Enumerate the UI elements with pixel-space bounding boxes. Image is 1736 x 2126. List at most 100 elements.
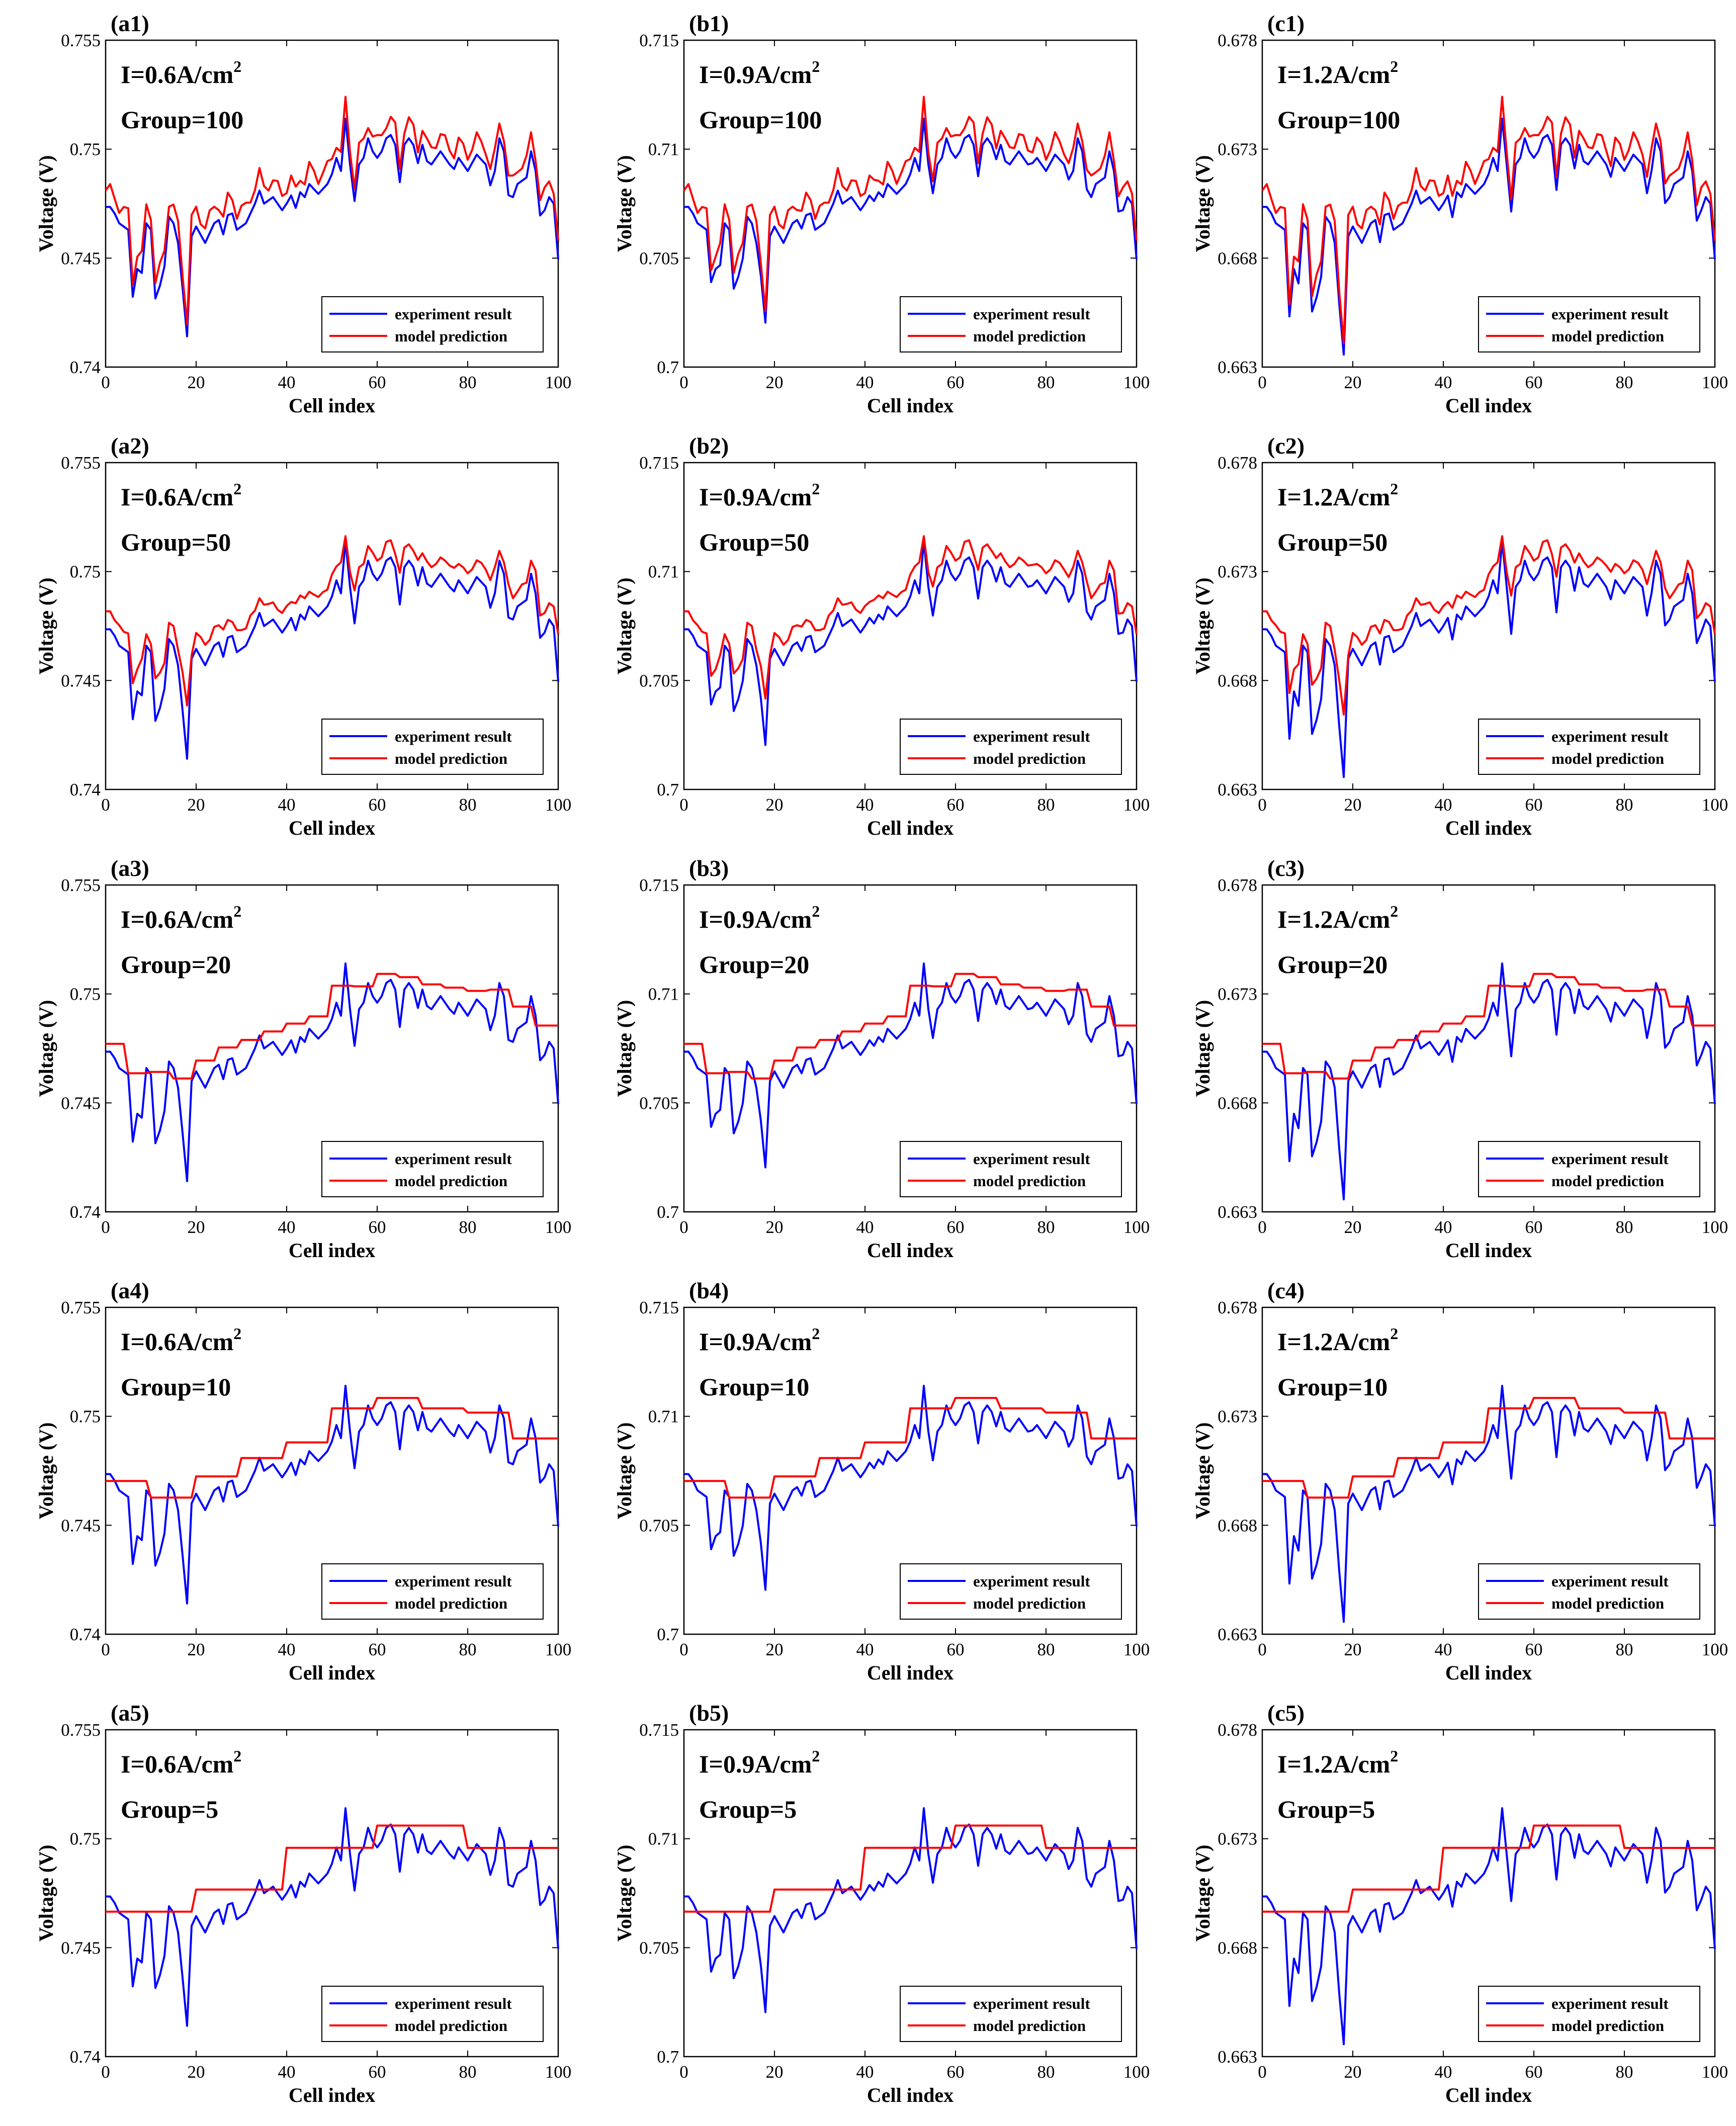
y-tick-label: 0.75 [70,140,101,159]
experiment-line [106,962,559,1182]
current-density-superscript: 2 [812,1747,820,1765]
legend-box [1478,1141,1700,1197]
chart-panel: (b4) 0.7 0.705 0.71 0.715 0 20 40 60 80 100 Cell in… [588,1267,1167,1690]
panel-label: (b3) [689,855,729,881]
y-tick-label: 0.745 [61,1938,101,1958]
legend-prediction-label: model prediction [973,327,1086,345]
chart-svg: (c1) 0.663 0.668 0.673 0.678 0 20 40 60 80 100 Cell… [1191,11,1728,417]
chart-panel: (b5) 0.7 0.705 0.71 0.715 0 20 40 60 80 100 Cell in… [588,1690,1167,2112]
y-tick-label: 0.745 [61,1516,101,1535]
panel-label: (a2) [111,433,149,459]
y-tick-label: 0.755 [61,31,101,50]
legend-prediction-label: model prediction [973,1172,1086,1190]
y-tick-label: 0.715 [639,31,679,50]
x-tick-label: 40 [278,373,296,392]
x-tick-label: 0 [679,1217,688,1237]
y-tick-label: 0.663 [1218,1625,1257,1644]
legend-box [1478,719,1700,775]
y-axis-title: Voltage (V) [35,155,57,252]
experiment-line [1262,540,1716,778]
x-tick-label: 40 [856,1217,874,1237]
x-tick-label: 0 [679,2062,688,2082]
group-annotation: Group=50 [1277,528,1387,556]
x-axis-title: Cell index [1445,2084,1532,2106]
x-tick-label: 20 [766,1217,784,1237]
y-tick-label: 0.7 [657,1202,679,1222]
x-axis-title: Cell index [867,1661,953,1684]
current-density-text: I=1.2A/cm [1277,905,1390,933]
experiment-line [106,1385,559,1605]
current-density-annotation: I=0.6A/cm2 [121,1324,241,1356]
chart-panel: (a3) 0.74 0.745 0.75 0.755 0 20 40 60 80 100 Cell i… [10,845,588,1267]
y-tick-label: 0.7 [657,358,679,377]
prediction-line [106,1397,558,1499]
y-tick-label: 0.75 [70,985,101,1004]
y-tick-label: 0.71 [648,562,679,582]
x-axis-title: Cell index [867,394,953,417]
y-tick-label: 0.74 [70,358,101,377]
legend-experiment-label: experiment result [973,728,1090,745]
current-density-annotation: I=0.6A/cm2 [121,1747,241,1778]
x-tick-label: 80 [459,2062,477,2082]
x-tick-label: 60 [369,373,386,392]
current-density-annotation: I=0.9A/cm2 [699,57,820,88]
chart-svg: (a3) 0.74 0.745 0.75 0.755 0 20 40 60 80 100 Cell i… [35,855,571,1262]
y-tick-label: 0.745 [61,671,101,690]
x-axis-title: Cell index [1445,1661,1532,1684]
current-density-superscript: 2 [233,1324,241,1343]
x-tick-label: 80 [459,1640,477,1659]
legend-experiment-label: experiment result [395,1572,512,1590]
y-tick-label: 0.673 [1218,1829,1257,1849]
legend-experiment-label: experiment result [395,1150,512,1168]
y-axis-title: Voltage (V) [613,1000,636,1097]
y-tick-label: 0.755 [61,875,101,895]
current-density-superscript: 2 [1390,57,1398,75]
legend-box [900,296,1122,352]
current-density-annotation: I=0.9A/cm2 [699,1324,820,1356]
prediction-line [106,1824,558,1913]
prediction-line [683,96,1138,312]
x-tick-label: 40 [278,1217,296,1237]
x-tick-label: 60 [947,373,965,392]
legend-prediction-label: model prediction [395,1594,507,1612]
legend-prediction-label: model prediction [1551,2017,1664,2034]
x-tick-label: 60 [947,1217,965,1237]
y-tick-label: 0.7 [657,2047,679,2067]
chart-panel: (b1) 0.7 0.705 0.71 0.715 0 20 40 60 80 100 Cell in… [588,0,1167,422]
chart-panel: (a2) 0.74 0.745 0.75 0.755 0 20 40 60 80 100 Cell i… [10,422,588,845]
x-tick-label: 60 [947,795,965,815]
current-density-annotation: I=1.2A/cm2 [1277,57,1398,88]
y-axis-title: Voltage (V) [35,1000,57,1097]
y-tick-label: 0.71 [648,985,679,1004]
y-tick-label: 0.71 [648,1407,679,1427]
x-tick-label: 80 [1037,795,1055,815]
current-density-superscript: 2 [1390,902,1398,920]
prediction-line [684,1397,1137,1499]
current-density-text: I=0.6A/cm [121,1327,233,1356]
experiment-line [1262,962,1716,1201]
x-axis-title: Cell index [289,2084,375,2106]
current-density-text: I=0.6A/cm [121,483,233,511]
y-axis-title: Voltage (V) [1191,1845,1214,1942]
legend-box [321,1141,544,1197]
legend-prediction-label: model prediction [973,1594,1086,1612]
x-tick-label: 80 [1037,2062,1055,2082]
x-tick-label: 40 [278,795,296,815]
x-axis-title: Cell index [289,394,375,417]
group-annotation: Group=5 [1277,1795,1375,1823]
x-tick-label: 0 [1258,2062,1267,2082]
y-tick-label: 0.705 [639,1938,679,1958]
current-density-text: I=0.9A/cm [699,60,812,88]
prediction-line [106,972,558,1080]
current-density-superscript: 2 [1390,480,1398,498]
current-density-superscript: 2 [233,480,241,498]
legend-experiment-label: experiment result [1551,728,1669,745]
legend-box [900,1141,1122,1197]
x-tick-label: 100 [1123,1217,1150,1237]
y-tick-label: 0.668 [1218,1516,1257,1535]
x-tick-label: 0 [101,2062,110,2082]
current-density-text: I=0.9A/cm [699,1327,812,1356]
prediction-line [1262,1397,1715,1499]
current-density-superscript: 2 [233,1747,241,1765]
